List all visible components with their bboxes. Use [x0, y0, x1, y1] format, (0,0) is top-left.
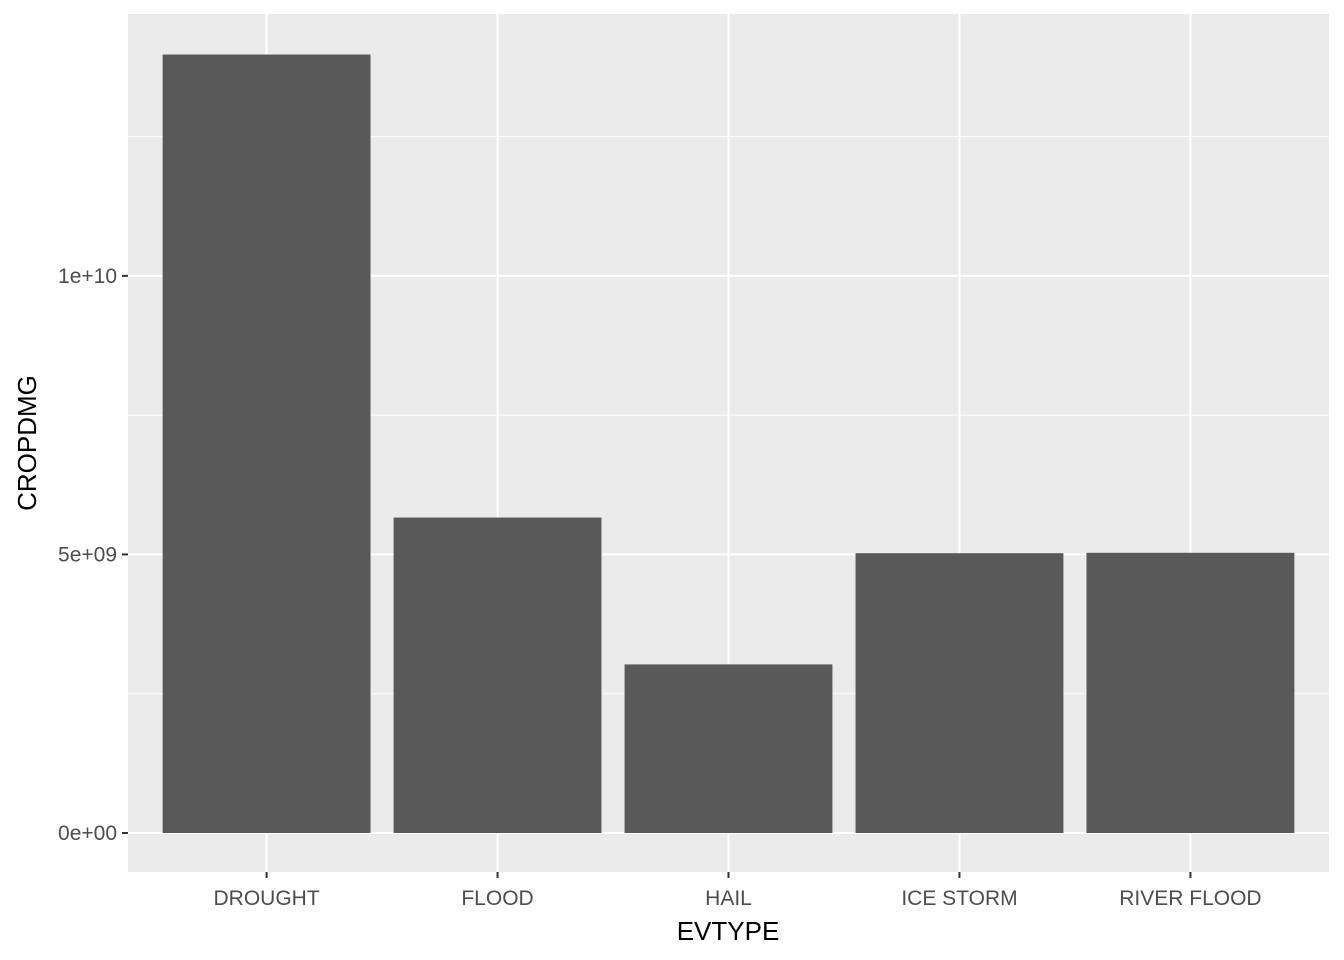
- bar-drought: [162, 54, 371, 834]
- bar-river-flood: [1086, 552, 1295, 833]
- x-tick-label: DROUGHT: [213, 887, 319, 910]
- y-tick-label: 0e+00: [58, 822, 117, 845]
- x-tick-label: RIVER FLOOD: [1119, 887, 1261, 910]
- x-tick-label: HAIL: [705, 887, 752, 910]
- y-axis-title: CROPDMG: [12, 375, 42, 511]
- y-tick-label: 5e+09: [58, 543, 117, 566]
- x-tick-label: ICE STORM: [901, 887, 1017, 910]
- x-axis-title: EVTYPE: [677, 916, 780, 946]
- y-tick-label: 1e+10: [58, 265, 117, 288]
- axes: 0e+00 5e+09 1e+10 DROUGHT FLOOD HAIL ICE STORM…: [58, 265, 1262, 910]
- x-tick-label: FLOOD: [461, 887, 533, 910]
- bars: [162, 54, 1295, 834]
- bar-ice-storm: [855, 553, 1064, 833]
- bar-flood: [393, 517, 602, 833]
- bar-hail: [624, 664, 833, 833]
